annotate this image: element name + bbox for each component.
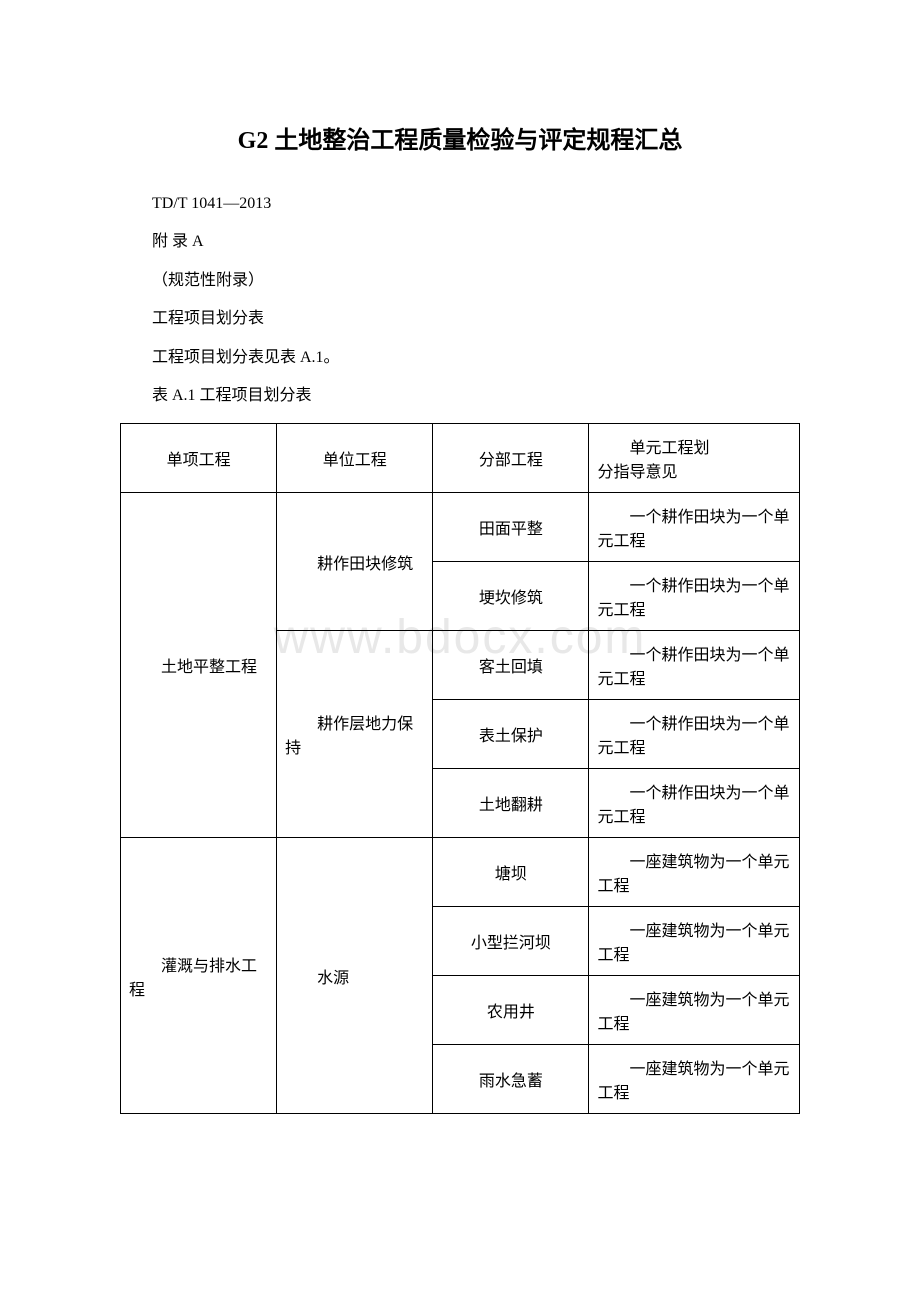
header-col3: 分部工程 (433, 424, 589, 493)
table-row: 土地平整工程 耕作田块修筑 田面平整 一个耕作田块为一个单元工程 (121, 493, 800, 562)
cell-col4: 一座建筑物为一个单元工程 (589, 907, 800, 976)
cell-col4: 一个耕作田块为一个单元工程 (589, 631, 800, 700)
cell-col2: 水源 (277, 838, 433, 1114)
cell-col1: 土地平整工程 (121, 493, 277, 838)
document-title: G2 土地整治工程质量检验与评定规程汇总 (120, 120, 800, 155)
header-col4: 单元工程划 分指导意见 (589, 424, 800, 493)
cell-col3: 雨水急蓄 (433, 1045, 589, 1114)
cell-col3: 小型拦河坝 (433, 907, 589, 976)
cell-col3: 埂坎修筑 (433, 562, 589, 631)
cell-col4: 一个耕作田块为一个单元工程 (589, 700, 800, 769)
cell-col4: 一个耕作田块为一个单元工程 (589, 493, 800, 562)
table-caption: 表 A.1 工程项目划分表 (120, 377, 800, 415)
header-col4-line2: 分指导意见 (597, 464, 677, 481)
cell-col3: 土地翻耕 (433, 769, 589, 838)
cell-col4: 一座建筑物为一个单元工程 (589, 1045, 800, 1114)
appendix-label: 附 录 A (120, 223, 800, 261)
section-reference: 工程项目划分表见表 A.1。 (120, 339, 800, 377)
cell-col3: 塘坝 (433, 838, 589, 907)
cell-col2: 耕作层地力保持 (277, 631, 433, 838)
project-division-table: 单项工程 单位工程 分部工程 单元工程划 分指导意见 土地平整工程 耕作田块修筑… (120, 423, 800, 1114)
cell-col3: 农用井 (433, 976, 589, 1045)
standard-code: TD/T 1041—2013 (120, 185, 800, 223)
header-col2: 单位工程 (277, 424, 433, 493)
cell-col3: 表土保护 (433, 700, 589, 769)
header-col4-line1: 单元工程划 (597, 434, 791, 458)
cell-col4: 一个耕作田块为一个单元工程 (589, 769, 800, 838)
cell-col4: 一个耕作田块为一个单元工程 (589, 562, 800, 631)
cell-col3: 客土回填 (433, 631, 589, 700)
cell-col1: 灌溉与排水工程 (121, 838, 277, 1114)
header-col1: 单项工程 (121, 424, 277, 493)
cell-col4: 一座建筑物为一个单元工程 (589, 976, 800, 1045)
table-row: 灌溉与排水工程 水源 塘坝 一座建筑物为一个单元工程 (121, 838, 800, 907)
cell-col2: 耕作田块修筑 (277, 493, 433, 631)
cell-col3: 田面平整 (433, 493, 589, 562)
appendix-type: （规范性附录） (120, 262, 800, 300)
cell-col4: 一座建筑物为一个单元工程 (589, 838, 800, 907)
section-title: 工程项目划分表 (120, 300, 800, 338)
table-header-row: 单项工程 单位工程 分部工程 单元工程划 分指导意见 (121, 424, 800, 493)
